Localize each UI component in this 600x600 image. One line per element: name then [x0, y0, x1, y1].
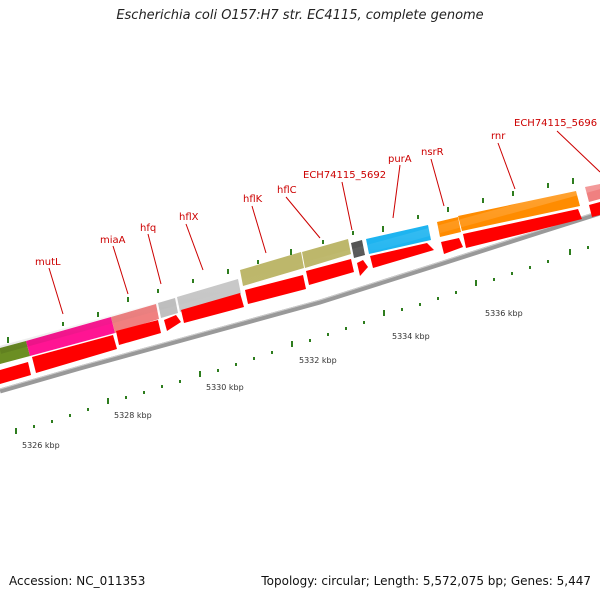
gene-label-mutL: mutL: [35, 257, 61, 268]
gene-label-purA: purA: [388, 154, 412, 165]
scale-labels: 5326 kbp 5328 kbp 5330 kbp 5332 kbp 5334…: [22, 309, 523, 450]
cds-arrow-5[interactable]: [181, 293, 244, 323]
cds-track: [0, 202, 600, 384]
gene-label-miaA: miaA: [100, 235, 126, 246]
scale-label-5336: 5336 kbp: [485, 309, 523, 318]
scale-label-5334: 5334 kbp: [392, 332, 430, 341]
gene-leader-lines: [48, 130, 600, 315]
cds-arrow-7[interactable]: [306, 259, 354, 285]
cds-arrow-1[interactable]: [0, 362, 31, 384]
gene-label-hfq: hfq: [140, 223, 156, 234]
gene-label-hflX: hflX: [179, 212, 199, 223]
accession-text: Accession: NC_011353: [9, 574, 146, 588]
cds-arrow-3[interactable]: [116, 320, 161, 345]
gene-track: [0, 181, 600, 364]
genome-backbone: [0, 210, 600, 394]
gene-label-hflC: hflC: [277, 185, 297, 196]
gene-labels: mutL miaA hfq hflX hflK hflC ECH74115_56…: [35, 118, 597, 268]
scale-label-5332: 5332 kbp: [299, 356, 337, 365]
gene-label-ECH74115_5696: ECH74115_5696: [514, 118, 597, 129]
cds-arrow-4[interactable]: [164, 315, 181, 331]
gene-label-ECH74115_5692: ECH74115_5692: [303, 170, 386, 181]
gene-label-hflK: hflK: [243, 194, 263, 205]
upper-ticks: [7, 178, 574, 343]
gene-label-nsrR: nsrR: [421, 147, 444, 158]
cds-arrow-2[interactable]: [32, 335, 117, 373]
gene-label-rnr: rnr: [491, 131, 506, 142]
scale-label-5326: 5326 kbp: [22, 441, 60, 450]
map-title: Escherichia coli O157:H7 str. EC4115, co…: [116, 8, 484, 23]
scale-label-5330: 5330 kbp: [206, 383, 244, 392]
scale-label-5328: 5328 kbp: [114, 411, 152, 420]
genome-backbone-highlight: [0, 210, 600, 390]
cds-arrow-11[interactable]: [463, 209, 582, 248]
scale-ticks: [15, 246, 589, 434]
cds-arrow-6[interactable]: [245, 275, 306, 304]
cds-arrow-12[interactable]: [589, 202, 600, 217]
cds-arrow-8[interactable]: [357, 260, 368, 276]
genome-summary-text: Topology: circular; Length: 5,572,075 bp…: [261, 574, 591, 588]
cds-arrow-9[interactable]: [370, 243, 434, 268]
cds-arrow-10[interactable]: [441, 238, 463, 254]
